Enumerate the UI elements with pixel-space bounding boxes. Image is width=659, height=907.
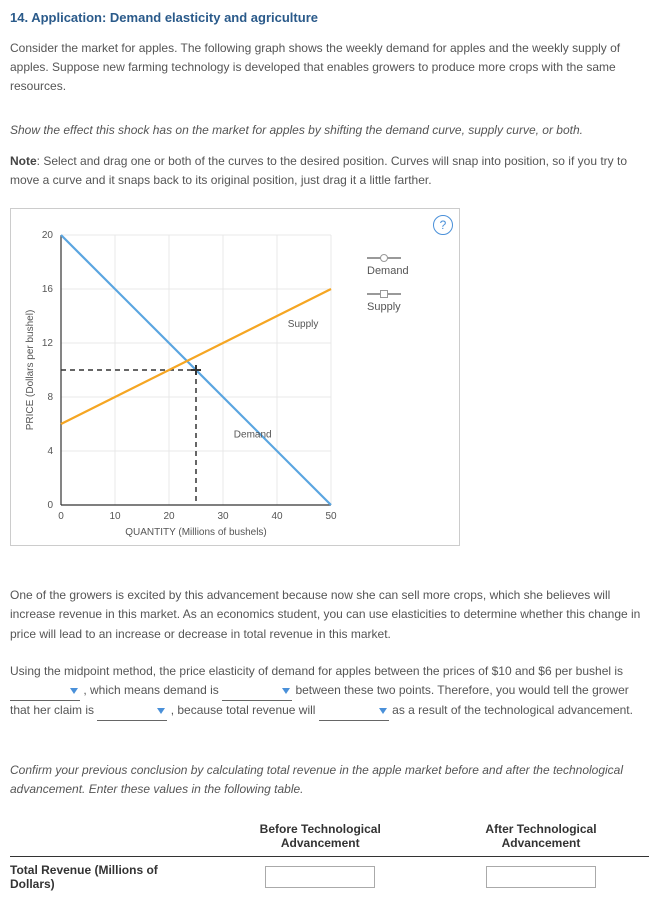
col-after: After Technological Advancement xyxy=(433,816,649,857)
note-label: Note xyxy=(10,154,37,168)
fill-t4: , because total revenue will xyxy=(171,703,316,717)
svg-text:30: 30 xyxy=(217,511,229,522)
demand-supply-chart[interactable]: 0 10 20 30 40 50 0 4 8 12 16 20 QUANTITY (Millions o… xyxy=(19,217,349,537)
svg-text:20: 20 xyxy=(163,511,175,522)
help-icon[interactable]: ? xyxy=(433,215,453,235)
svg-text:10: 10 xyxy=(109,511,121,522)
svg-text:50: 50 xyxy=(325,511,337,522)
revenue-direction-select[interactable] xyxy=(319,701,389,721)
svg-text:40: 40 xyxy=(271,511,283,522)
after-revenue-input[interactable] xyxy=(486,866,596,888)
revenue-table: Before Technological Advancement After T… xyxy=(10,816,649,897)
before-revenue-input[interactable] xyxy=(265,866,375,888)
svg-text:0: 0 xyxy=(47,500,53,511)
elasticity-value-select[interactable] xyxy=(10,681,80,701)
confirm-paragraph: Confirm your previous conclusion by calc… xyxy=(10,761,649,799)
elasticity-type-select[interactable] xyxy=(222,681,292,701)
fill-t5: as a result of the technological advance… xyxy=(392,703,633,717)
question-title: 14. Application: Demand elasticity and a… xyxy=(10,10,649,25)
note-body: : Select and drag one or both of the cur… xyxy=(10,154,627,187)
svg-text:0: 0 xyxy=(58,511,64,522)
svg-text:Supply: Supply xyxy=(288,319,319,330)
chart-legend: Demand Supply xyxy=(367,257,409,319)
col-before: Before Technological Advancement xyxy=(208,816,433,857)
svg-text:16: 16 xyxy=(42,284,54,295)
instruction-text: Show the effect this shock has on the ma… xyxy=(10,121,649,140)
fill-t1: Using the midpoint method, the price ela… xyxy=(10,664,623,678)
svg-text:PRICE (Dollars per bushel): PRICE (Dollars per bushel) xyxy=(25,310,36,431)
legend-supply[interactable] xyxy=(367,293,409,295)
fill-paragraph: Using the midpoint method, the price ela… xyxy=(10,662,649,722)
svg-text:QUANTITY (Millions of bushels): QUANTITY (Millions of bushels) xyxy=(125,527,267,537)
svg-text:20: 20 xyxy=(42,230,54,241)
intro-paragraph: Consider the market for apples. The foll… xyxy=(10,39,649,97)
grower-paragraph: One of the growers is excited by this ad… xyxy=(10,586,649,644)
legend-demand[interactable] xyxy=(367,257,409,259)
claim-select[interactable] xyxy=(97,701,167,721)
note-text: Note: Select and drag one or both of the… xyxy=(10,152,649,190)
svg-text:12: 12 xyxy=(42,338,54,349)
legend-supply-label: Supply xyxy=(367,301,409,313)
svg-text:4: 4 xyxy=(47,446,53,457)
legend-demand-label: Demand xyxy=(367,265,409,277)
row-label: Total Revenue (Millions of Dollars) xyxy=(10,856,208,897)
svg-text:8: 8 xyxy=(47,392,53,403)
fill-t2: , which means demand is xyxy=(83,683,218,697)
chart-container: ? 0 10 20 30 40 50 0 4 8 12 16 20 QUANTITY (Millions… xyxy=(10,208,460,546)
svg-text:Demand: Demand xyxy=(234,430,272,441)
